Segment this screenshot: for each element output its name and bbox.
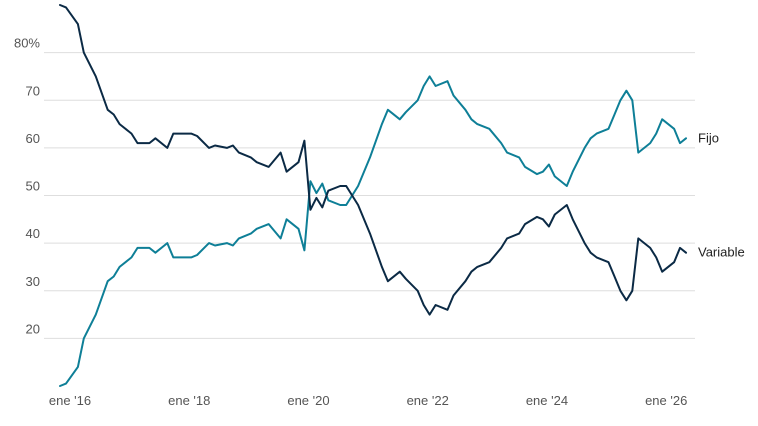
series-lines (59, 4, 687, 387)
series-line-fijo (59, 75, 687, 387)
series-labels: Fijo Variable (698, 130, 745, 259)
grid (44, 52, 695, 339)
y-tick-label: 80% (14, 36, 40, 51)
x-tick-label: ene '18 (168, 393, 210, 408)
x-tick-label: ene '26 (645, 393, 687, 408)
x-tick-label: ene '16 (49, 393, 91, 408)
y-tick-label: 20 (26, 321, 40, 336)
x-tick-label: ene '20 (287, 393, 329, 408)
x-axis-ticks: ene '16 ene '18 ene '20 ene '22 ene '24 ene '… (49, 393, 687, 408)
y-tick-label: 60 (26, 131, 40, 146)
y-axis-ticks: 80% 70 60 50 40 30 20 (14, 36, 40, 337)
x-tick-label: ene '24 (526, 393, 568, 408)
y-tick-label: 70 (26, 83, 40, 98)
y-tick-label: 40 (26, 226, 40, 241)
y-tick-label: 50 (26, 179, 40, 194)
series-label-fijo: Fijo (698, 130, 719, 145)
y-tick-label: 30 (26, 274, 40, 289)
series-label-variable: Variable (698, 245, 745, 260)
x-tick-label: ene '22 (407, 393, 449, 408)
series-line-variable (59, 4, 687, 316)
